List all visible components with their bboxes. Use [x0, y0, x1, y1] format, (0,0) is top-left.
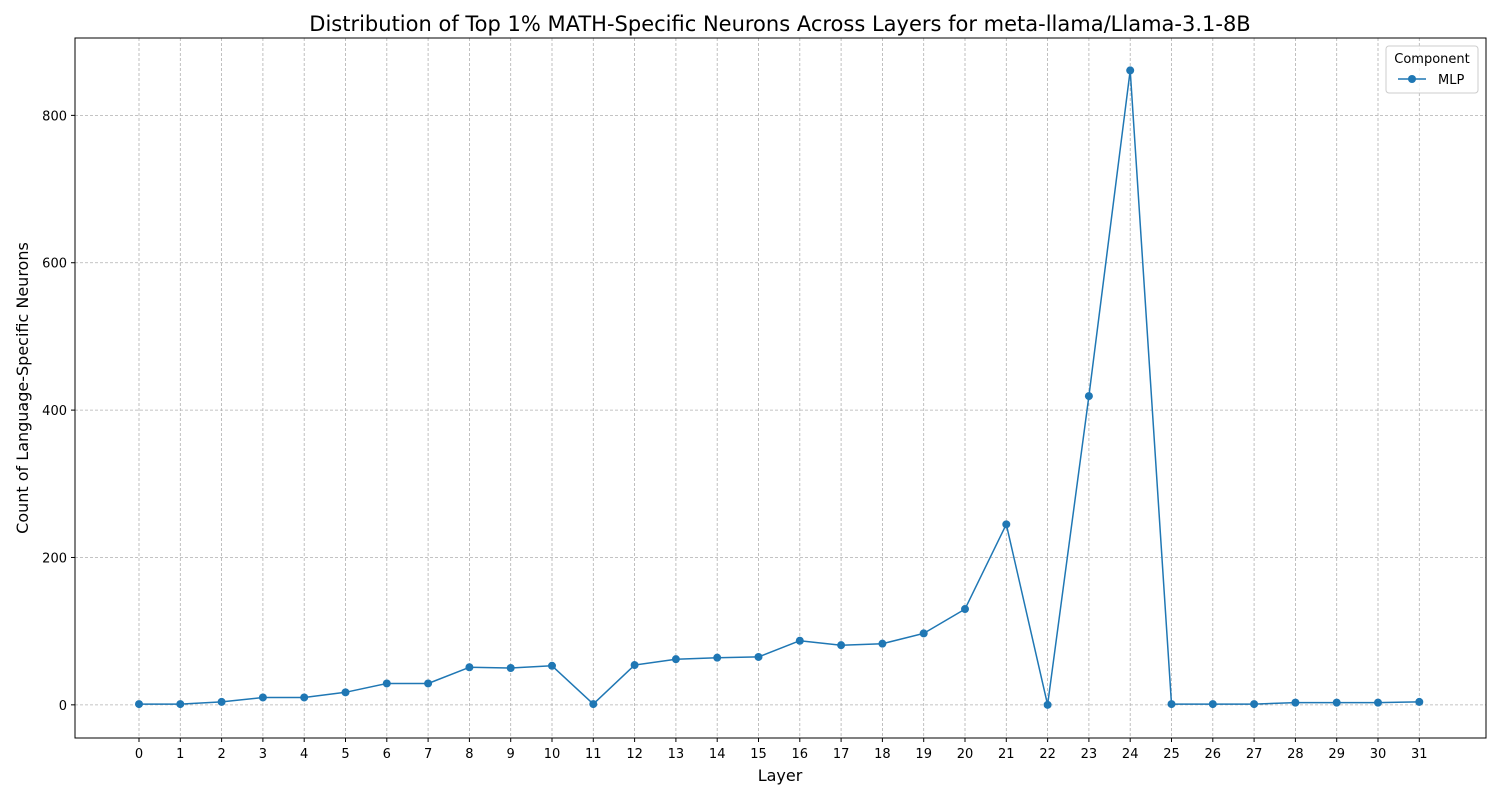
data-point [1167, 700, 1176, 709]
y-axis-label: Count of Language-Specific Neurons [13, 242, 32, 534]
x-tick-label: 14 [709, 747, 726, 762]
data-point [589, 700, 598, 709]
x-tick-label: 9 [507, 747, 515, 762]
legend: Component MLP [1385, 45, 1479, 94]
x-tick-label: 0 [135, 747, 143, 762]
data-point [506, 664, 515, 672]
x-tick-label: 21 [998, 747, 1015, 762]
x-tick-label: 31 [1411, 747, 1428, 762]
legend-marker-swatch [1408, 75, 1416, 83]
x-tick-label: 22 [1039, 747, 1056, 762]
data-point [919, 629, 928, 638]
x-tick-label: 12 [626, 747, 643, 762]
y-tick-label: 800 [42, 109, 67, 124]
x-tick-label: 25 [1163, 747, 1180, 762]
y-tick-label: 0 [59, 699, 67, 714]
x-tick-label: 8 [465, 747, 473, 762]
x-tick-label: 19 [915, 747, 932, 762]
grid [75, 38, 1486, 738]
x-tick-label: 2 [217, 747, 225, 762]
x-tick-label: 1 [176, 747, 184, 762]
x-tick-label: 15 [750, 747, 767, 762]
y-tick-label: 400 [42, 404, 67, 419]
x-tick-label: 20 [957, 747, 974, 762]
x-tick-label: 27 [1246, 747, 1263, 762]
legend-entry-mlp: MLP [1438, 73, 1464, 88]
x-tick-label: 17 [833, 747, 850, 762]
data-point [1208, 700, 1217, 709]
x-tick-label: 18 [874, 747, 891, 762]
x-tick-label: 13 [668, 747, 685, 762]
legend-title: Component [1394, 52, 1469, 67]
x-tick-label: 10 [544, 747, 561, 762]
x-tick-label: 30 [1370, 747, 1387, 762]
data-point [465, 663, 474, 672]
data-point [1374, 698, 1382, 707]
data-point [1126, 66, 1135, 75]
x-tick-label: 11 [585, 747, 602, 762]
x-tick-label: 16 [792, 747, 809, 762]
x-tick-label: 24 [1122, 747, 1139, 762]
data-point [1291, 698, 1300, 707]
y-tick-label: 600 [42, 257, 67, 272]
x-tick-label: 26 [1205, 747, 1222, 762]
x-tick-label: 23 [1081, 747, 1098, 762]
data-point [795, 636, 804, 645]
data-point [341, 688, 350, 697]
series-layer [135, 66, 1424, 709]
y-tick-label: 200 [42, 551, 67, 566]
data-point [1043, 700, 1052, 709]
data-point [961, 605, 969, 614]
x-tick-label: 7 [424, 747, 432, 762]
data-point [878, 639, 887, 648]
data-point [1002, 520, 1011, 529]
data-point [630, 661, 639, 670]
data-point [713, 653, 722, 662]
x-tick-label: 3 [259, 747, 267, 762]
data-point [135, 700, 143, 709]
data-point [300, 693, 309, 702]
x-tick-label: 4 [300, 747, 308, 762]
data-point [424, 679, 433, 688]
data-point [1332, 698, 1341, 707]
x-axis-ticks: 0 1 2 3 4 5 6 7 8 9 10 11 12 13 14 15 16 17 18 19 20 21 22 23 24… [135, 738, 1428, 762]
x-tick-label: 29 [1328, 747, 1345, 762]
data-point [217, 697, 226, 706]
data-point [1084, 392, 1093, 401]
y-axis-ticks: 0 200 400 600 800 [42, 109, 75, 714]
chart-title: Distribution of Top 1% MATH-Specific Neu… [309, 12, 1250, 36]
x-axis-label: Layer [758, 766, 803, 785]
data-point [258, 693, 267, 702]
series-line-mlp [139, 69, 1420, 706]
data-point [837, 641, 846, 650]
x-tick-label: 6 [383, 747, 391, 762]
data-point [671, 655, 680, 664]
data-point [382, 679, 391, 688]
data-point [1250, 700, 1259, 709]
data-point [1415, 697, 1424, 706]
plot-frame [74, 37, 1487, 739]
x-tick-label: 28 [1287, 747, 1304, 762]
data-point [548, 661, 556, 670]
x-tick-label: 5 [341, 747, 349, 762]
data-point [754, 652, 763, 661]
data-point [176, 700, 185, 709]
